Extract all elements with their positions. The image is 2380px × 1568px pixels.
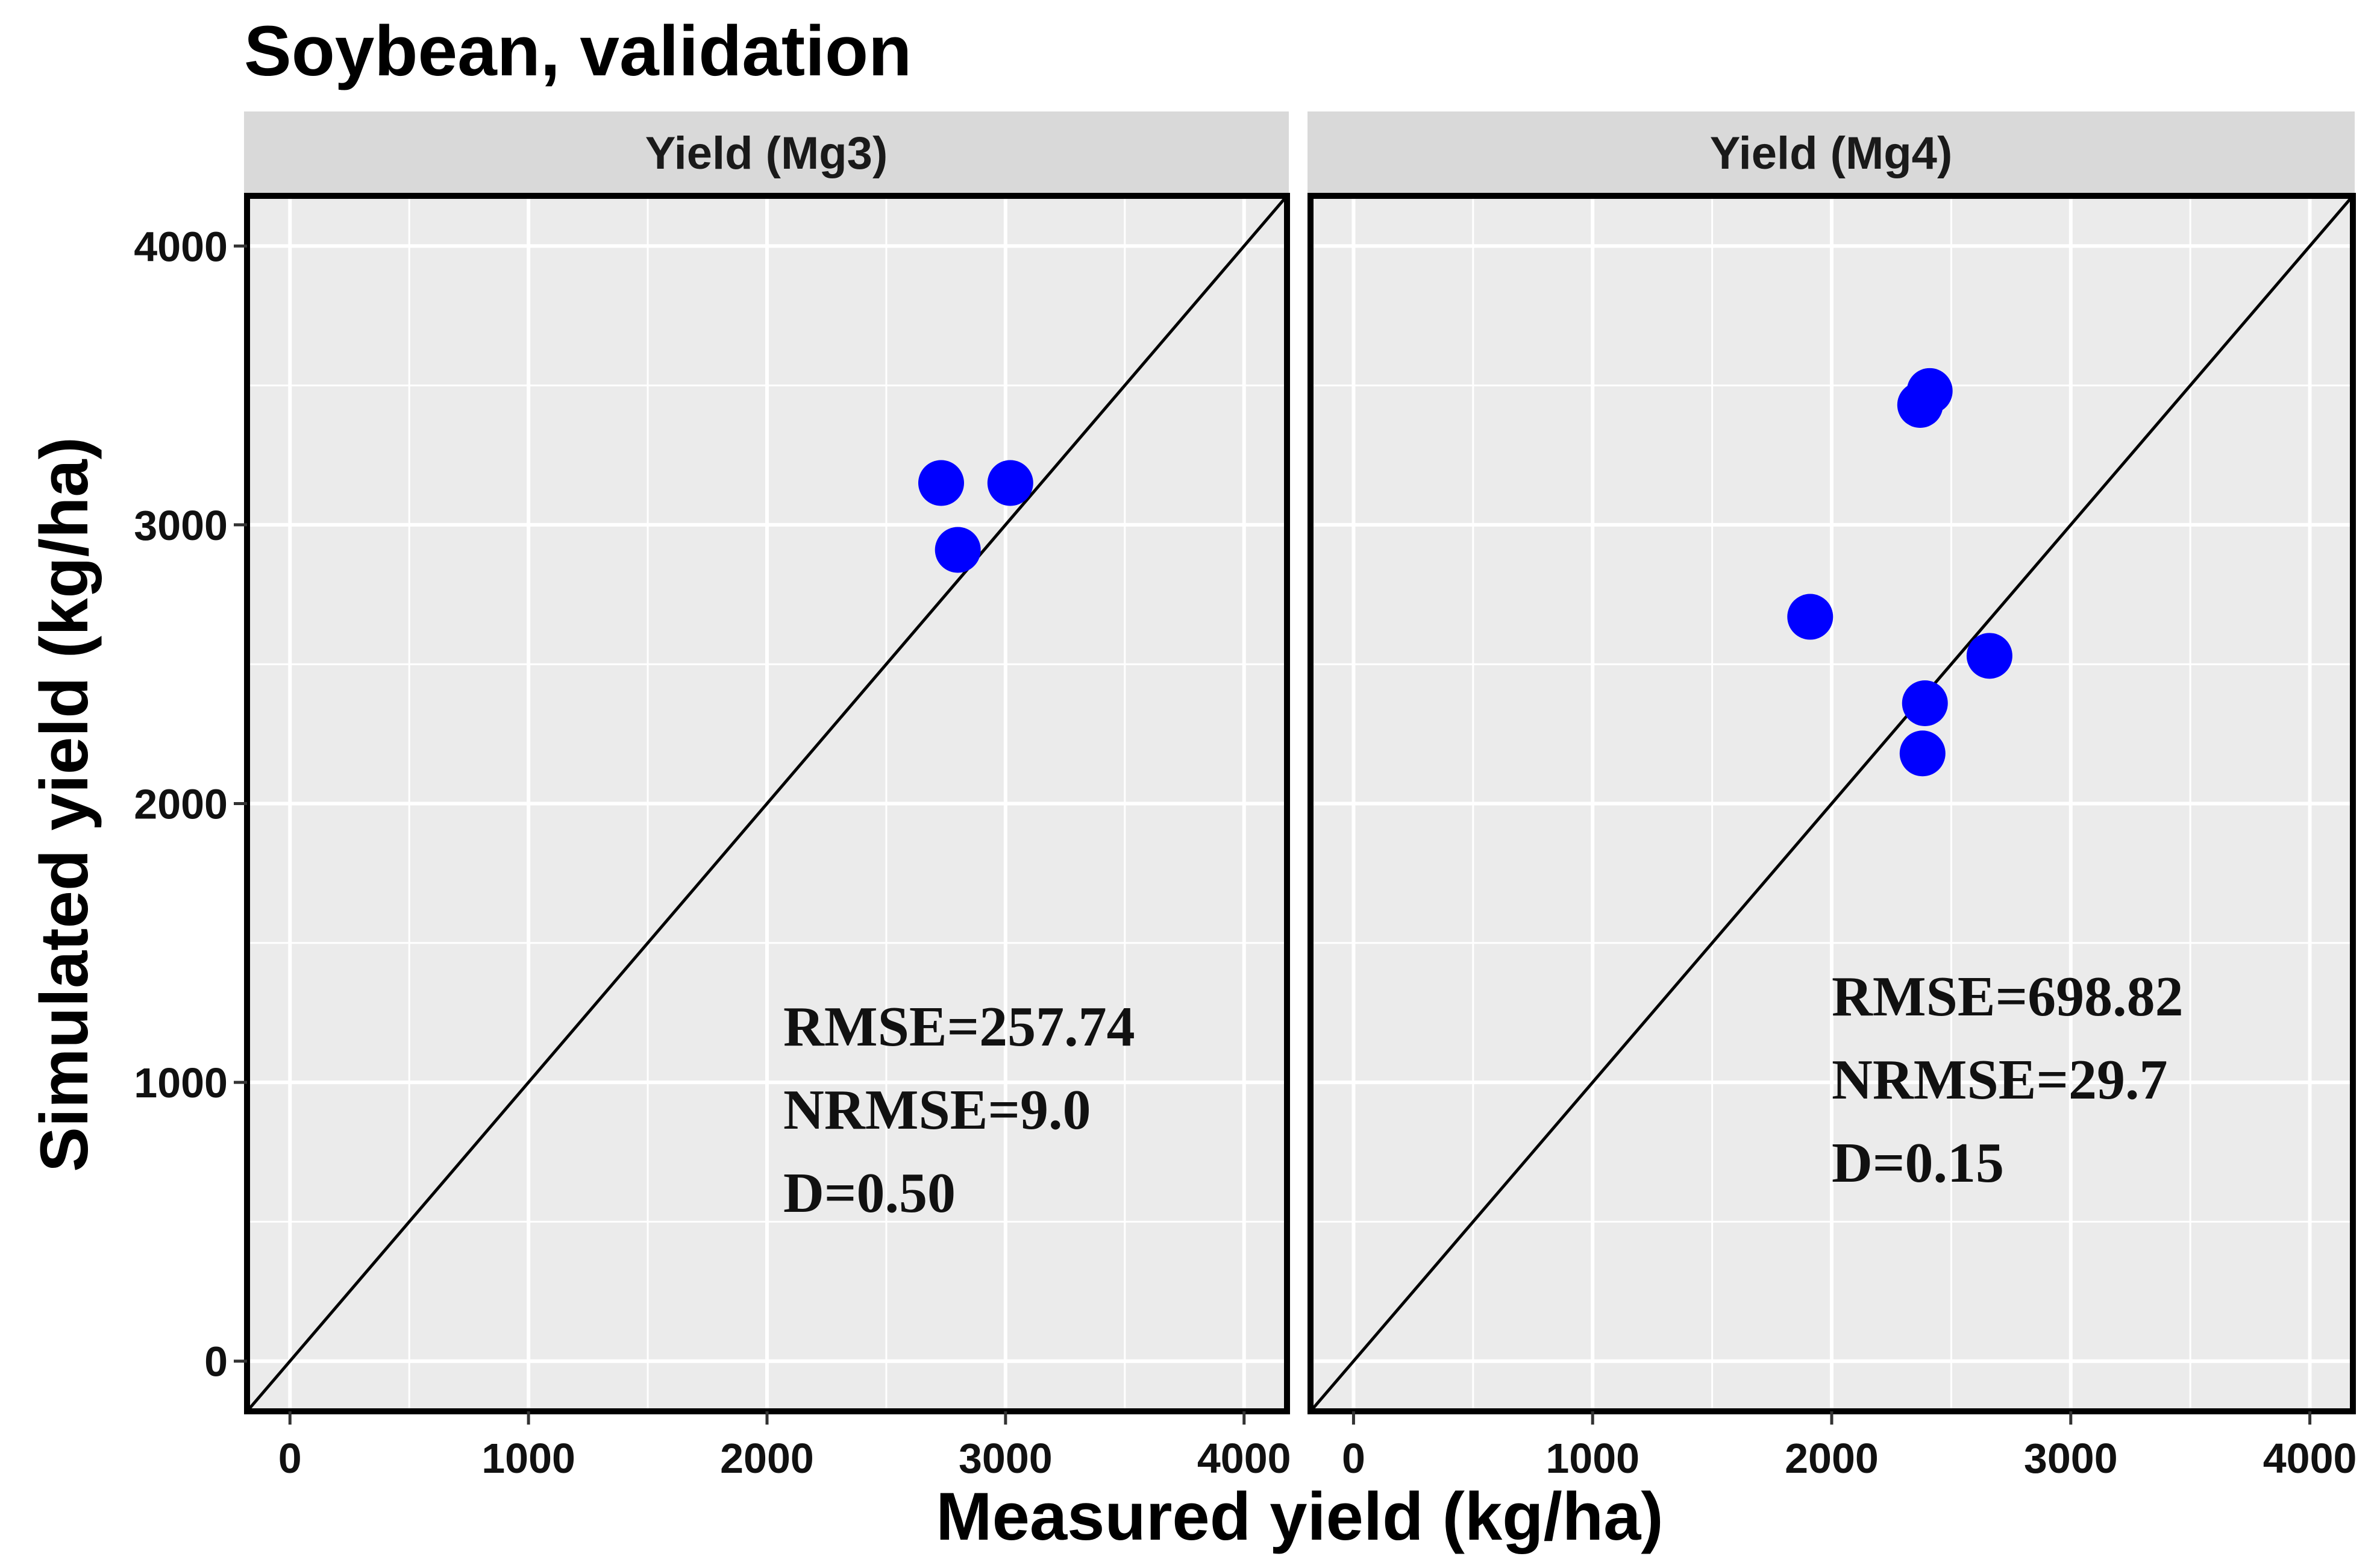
panel-mg4: Yield (Mg4) RMSE=698.82 NRMSE=29.7 D=0.1…	[1307, 111, 2357, 1482]
one-to-one-line	[246, 195, 1288, 1413]
stat-rmse: RMSE=698.82	[1832, 965, 2184, 1028]
strip-label: Yield (Mg4)	[1710, 128, 1953, 179]
x-tick-label: 2000	[1785, 1435, 1879, 1482]
stat-nrmse: NRMSE=29.7	[1832, 1049, 2168, 1111]
y-tick-label: 3000	[134, 502, 228, 549]
chart-title: Soybean, validation	[244, 11, 912, 91]
data-point	[1966, 633, 2012, 679]
x-tick-label: 4000	[1197, 1435, 1291, 1482]
data-point	[935, 527, 981, 573]
x-tick-label: 4000	[2263, 1435, 2357, 1482]
data-point	[1897, 381, 1943, 428]
data-points	[1787, 368, 2012, 777]
data-point	[987, 460, 1033, 506]
x-axis-label: Measured yield (kg/ha)	[936, 1479, 1663, 1554]
x-axis-ticks: 0 1000 2000 3000 4000	[278, 1411, 1291, 1482]
data-points	[918, 460, 1033, 573]
y-tick-label: 0	[204, 1338, 228, 1385]
x-tick-label: 0	[1342, 1435, 1365, 1482]
y-axis-ticks: 0 1000 2000 3000 4000	[134, 223, 247, 1385]
data-point	[1787, 594, 1834, 640]
x-axis-ticks: 0 1000 2000 3000 4000	[1342, 1411, 2357, 1482]
one-to-one-line	[1309, 195, 2354, 1413]
strip-background	[1307, 111, 2355, 195]
strip-background	[244, 111, 1289, 195]
data-point	[1902, 680, 1948, 726]
x-tick-label: 1000	[1545, 1435, 1639, 1482]
y-tick-label: 4000	[134, 223, 228, 270]
y-tick-label: 1000	[134, 1059, 228, 1106]
stat-d: D=0.15	[1832, 1132, 2004, 1194]
x-tick-label: 0	[278, 1435, 302, 1482]
stat-rmse: RMSE=257.74	[783, 996, 1135, 1058]
data-point	[918, 460, 964, 506]
stat-nrmse: NRMSE=9.0	[783, 1079, 1091, 1141]
y-tick-label: 2000	[134, 781, 228, 828]
major-gridlines	[1311, 196, 2353, 1411]
panel-mg3: Yield (Mg3) RMSE=257.74 NRMSE=9.0 D=0.50…	[134, 111, 1291, 1482]
y-axis-label: Simulated yield (kg/ha)	[27, 437, 102, 1172]
x-tick-label: 1000	[481, 1435, 575, 1482]
data-point	[1899, 730, 1946, 777]
strip-label: Yield (Mg3)	[645, 128, 888, 179]
stat-d: D=0.50	[783, 1162, 956, 1225]
x-tick-label: 2000	[720, 1435, 814, 1482]
x-tick-label: 3000	[959, 1435, 1053, 1482]
x-tick-label: 3000	[2024, 1435, 2118, 1482]
